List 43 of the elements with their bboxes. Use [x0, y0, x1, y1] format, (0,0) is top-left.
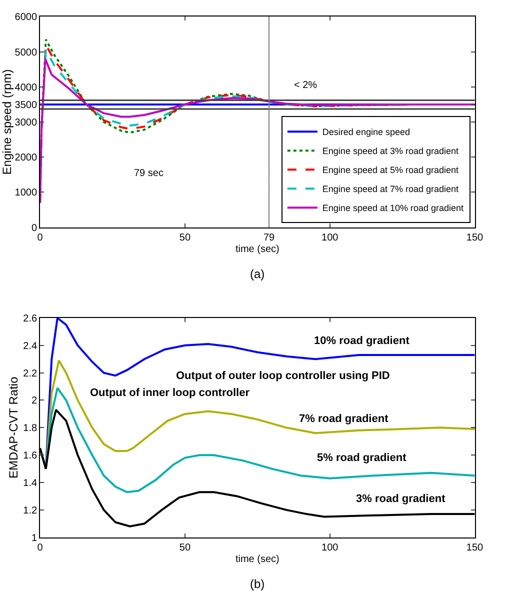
y-tick-label: 6000 [14, 12, 38, 24]
y-tick-label: 5000 [14, 47, 38, 58]
y-tick-label: 2.2 [23, 368, 38, 380]
annotation: 10% road gradient [314, 335, 410, 347]
text: (a) [250, 267, 265, 281]
annotation: 5% road gradient [317, 452, 407, 464]
y-tick-label: 1000 [14, 188, 38, 199]
annotation: 3% road gradient [356, 493, 446, 505]
y-tick-label: 1.4 [23, 478, 38, 490]
annotation: 79 sec [134, 168, 164, 179]
annotation: Output of outer loop controller using PID [176, 370, 390, 382]
y-tick-label: 1.8 [23, 423, 38, 434]
x-axis-title: time (sec) [235, 244, 280, 255]
y-tick-label: 1.2 [23, 505, 38, 516]
x-tick-label: 79 [263, 232, 275, 244]
legend-label: Engine speed at 5% road gradient [322, 165, 460, 176]
x-tick-label: 150 [466, 232, 484, 244]
y-tick-label: 2.6 [23, 313, 38, 324]
annotation: Output of inner loop controller [90, 387, 250, 399]
y-axis-title: EMDAP-CVT Ratio [6, 376, 20, 479]
y-tick-label: 2000 [14, 152, 38, 164]
y-tick-label: 3000 [14, 118, 38, 128]
annotation: 7% road gradient [299, 413, 389, 425]
text: (b) [250, 577, 265, 591]
y-tick-label: 1.6 [23, 450, 38, 462]
y-tick-label: 4000 [14, 82, 38, 94]
x-tick-label: 50 [179, 542, 191, 554]
y-tick-label: 1 [31, 532, 38, 544]
y-tick-label: 2 [31, 396, 38, 407]
y-tick-label: 2.4 [23, 340, 38, 352]
legend-label: Engine speed at 3% road gradient [322, 146, 460, 156]
x-tick-label: 50 [179, 232, 191, 244]
x-tick-label: 100 [322, 232, 339, 244]
legend-label: Engine speed at 10% road gradient [322, 203, 464, 214]
legend-label: Desired engine speed [322, 127, 410, 138]
x-tick-label: 100 [322, 542, 339, 554]
y-axis-title: Engine speed (rpm) [0, 69, 14, 175]
x-axis-title: time (sec) [235, 554, 280, 565]
y-tick-label: 3500 [14, 100, 38, 111]
annotation: < 2% [294, 80, 318, 91]
y-tick-label: 0 [31, 222, 38, 234]
legend-label: Engine speed at 7% road gradient [322, 184, 460, 194]
x-tick-label: 150 [466, 542, 484, 554]
